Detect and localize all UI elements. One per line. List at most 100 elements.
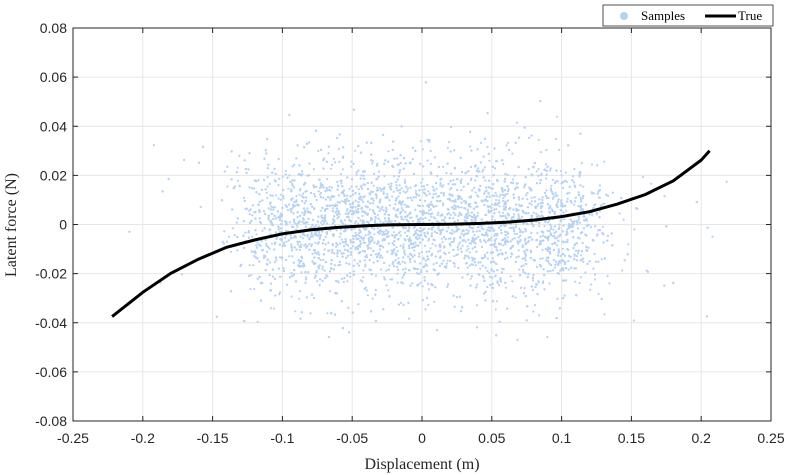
sample-point bbox=[268, 261, 272, 264]
sample-point bbox=[531, 276, 535, 280]
sample-point bbox=[437, 211, 440, 214]
sample-point bbox=[407, 269, 411, 272]
sample-point bbox=[321, 219, 324, 222]
sample-point bbox=[618, 212, 621, 215]
sample-point bbox=[308, 210, 311, 214]
sample-point bbox=[399, 154, 402, 157]
sample-point bbox=[427, 303, 430, 306]
sample-point bbox=[494, 191, 497, 194]
sample-point bbox=[290, 295, 293, 298]
sample-point bbox=[347, 215, 350, 218]
sample-point bbox=[420, 140, 423, 143]
sample-point bbox=[362, 238, 365, 241]
sample-point bbox=[495, 300, 498, 303]
sample-point bbox=[510, 217, 513, 220]
sample-point bbox=[404, 191, 407, 194]
sample-point bbox=[425, 270, 429, 273]
sample-point bbox=[295, 195, 298, 198]
sample-point bbox=[349, 247, 352, 250]
sample-point bbox=[412, 246, 416, 249]
sample-point bbox=[511, 244, 514, 247]
sample-point bbox=[352, 205, 355, 208]
sample-point bbox=[423, 199, 427, 202]
sample-point bbox=[362, 177, 365, 180]
sample-point bbox=[481, 200, 484, 203]
sample-point bbox=[346, 280, 349, 283]
sample-point bbox=[414, 241, 417, 244]
sample-point bbox=[313, 296, 316, 300]
sample-point bbox=[317, 215, 320, 218]
sample-point bbox=[496, 234, 499, 237]
sample-point bbox=[378, 256, 381, 259]
sample-point bbox=[333, 252, 336, 255]
sample-point bbox=[362, 200, 365, 203]
sample-point bbox=[443, 220, 446, 223]
sample-point bbox=[402, 227, 405, 230]
sample-point bbox=[331, 244, 335, 247]
sample-point bbox=[374, 216, 377, 219]
sample-point bbox=[515, 182, 518, 185]
sample-point bbox=[506, 307, 509, 310]
sample-point bbox=[566, 238, 569, 241]
sample-point bbox=[447, 208, 450, 211]
sample-point bbox=[274, 294, 277, 297]
sample-point bbox=[486, 229, 489, 232]
sample-point bbox=[569, 218, 572, 221]
sample-point bbox=[467, 182, 470, 185]
sample-point bbox=[419, 199, 422, 202]
sample-point bbox=[330, 251, 334, 254]
sample-point bbox=[319, 258, 322, 261]
sample-point bbox=[406, 234, 409, 238]
sample-point bbox=[265, 191, 268, 194]
sample-point bbox=[324, 235, 327, 238]
sample-point bbox=[183, 158, 186, 162]
sample-point bbox=[402, 273, 405, 277]
sample-point bbox=[400, 281, 403, 284]
sample-point bbox=[312, 168, 315, 171]
sample-point bbox=[579, 276, 583, 279]
sample-point bbox=[343, 245, 346, 248]
sample-point bbox=[522, 222, 525, 225]
sample-point bbox=[526, 276, 529, 279]
sample-point bbox=[226, 185, 229, 188]
sample-point bbox=[437, 250, 440, 253]
sample-point bbox=[663, 195, 666, 198]
sample-point bbox=[360, 207, 363, 210]
sample-point bbox=[317, 149, 320, 153]
sample-point bbox=[518, 217, 521, 220]
sample-point bbox=[536, 231, 539, 235]
sample-point bbox=[287, 239, 290, 242]
sample-point bbox=[269, 202, 272, 205]
sample-point bbox=[248, 209, 251, 212]
sample-point bbox=[327, 152, 330, 155]
sample-point bbox=[311, 252, 314, 255]
sample-point bbox=[503, 189, 507, 192]
sample-point bbox=[403, 203, 406, 206]
sample-point bbox=[550, 184, 553, 187]
sample-point bbox=[544, 163, 548, 166]
sample-point bbox=[533, 304, 537, 307]
sample-point bbox=[362, 249, 365, 253]
sample-point bbox=[298, 240, 301, 243]
sample-point bbox=[445, 230, 448, 233]
sample-point bbox=[387, 289, 390, 292]
sample-point bbox=[550, 264, 553, 267]
sample-point bbox=[231, 227, 235, 230]
sample-point bbox=[515, 186, 518, 189]
sample-point bbox=[594, 278, 597, 281]
sample-point bbox=[322, 167, 325, 170]
sample-point bbox=[522, 211, 525, 214]
sample-point bbox=[353, 221, 357, 225]
sample-point bbox=[343, 194, 346, 197]
sample-point bbox=[490, 206, 493, 209]
sample-point bbox=[568, 185, 571, 188]
sample-point bbox=[482, 155, 485, 158]
sample-point bbox=[309, 203, 312, 206]
sample-point bbox=[469, 205, 472, 208]
sample-point bbox=[271, 194, 274, 197]
sample-point bbox=[407, 317, 411, 320]
sample-point bbox=[395, 184, 398, 187]
sample-point bbox=[549, 227, 553, 230]
sample-point bbox=[567, 144, 570, 147]
sample-point bbox=[603, 257, 606, 260]
